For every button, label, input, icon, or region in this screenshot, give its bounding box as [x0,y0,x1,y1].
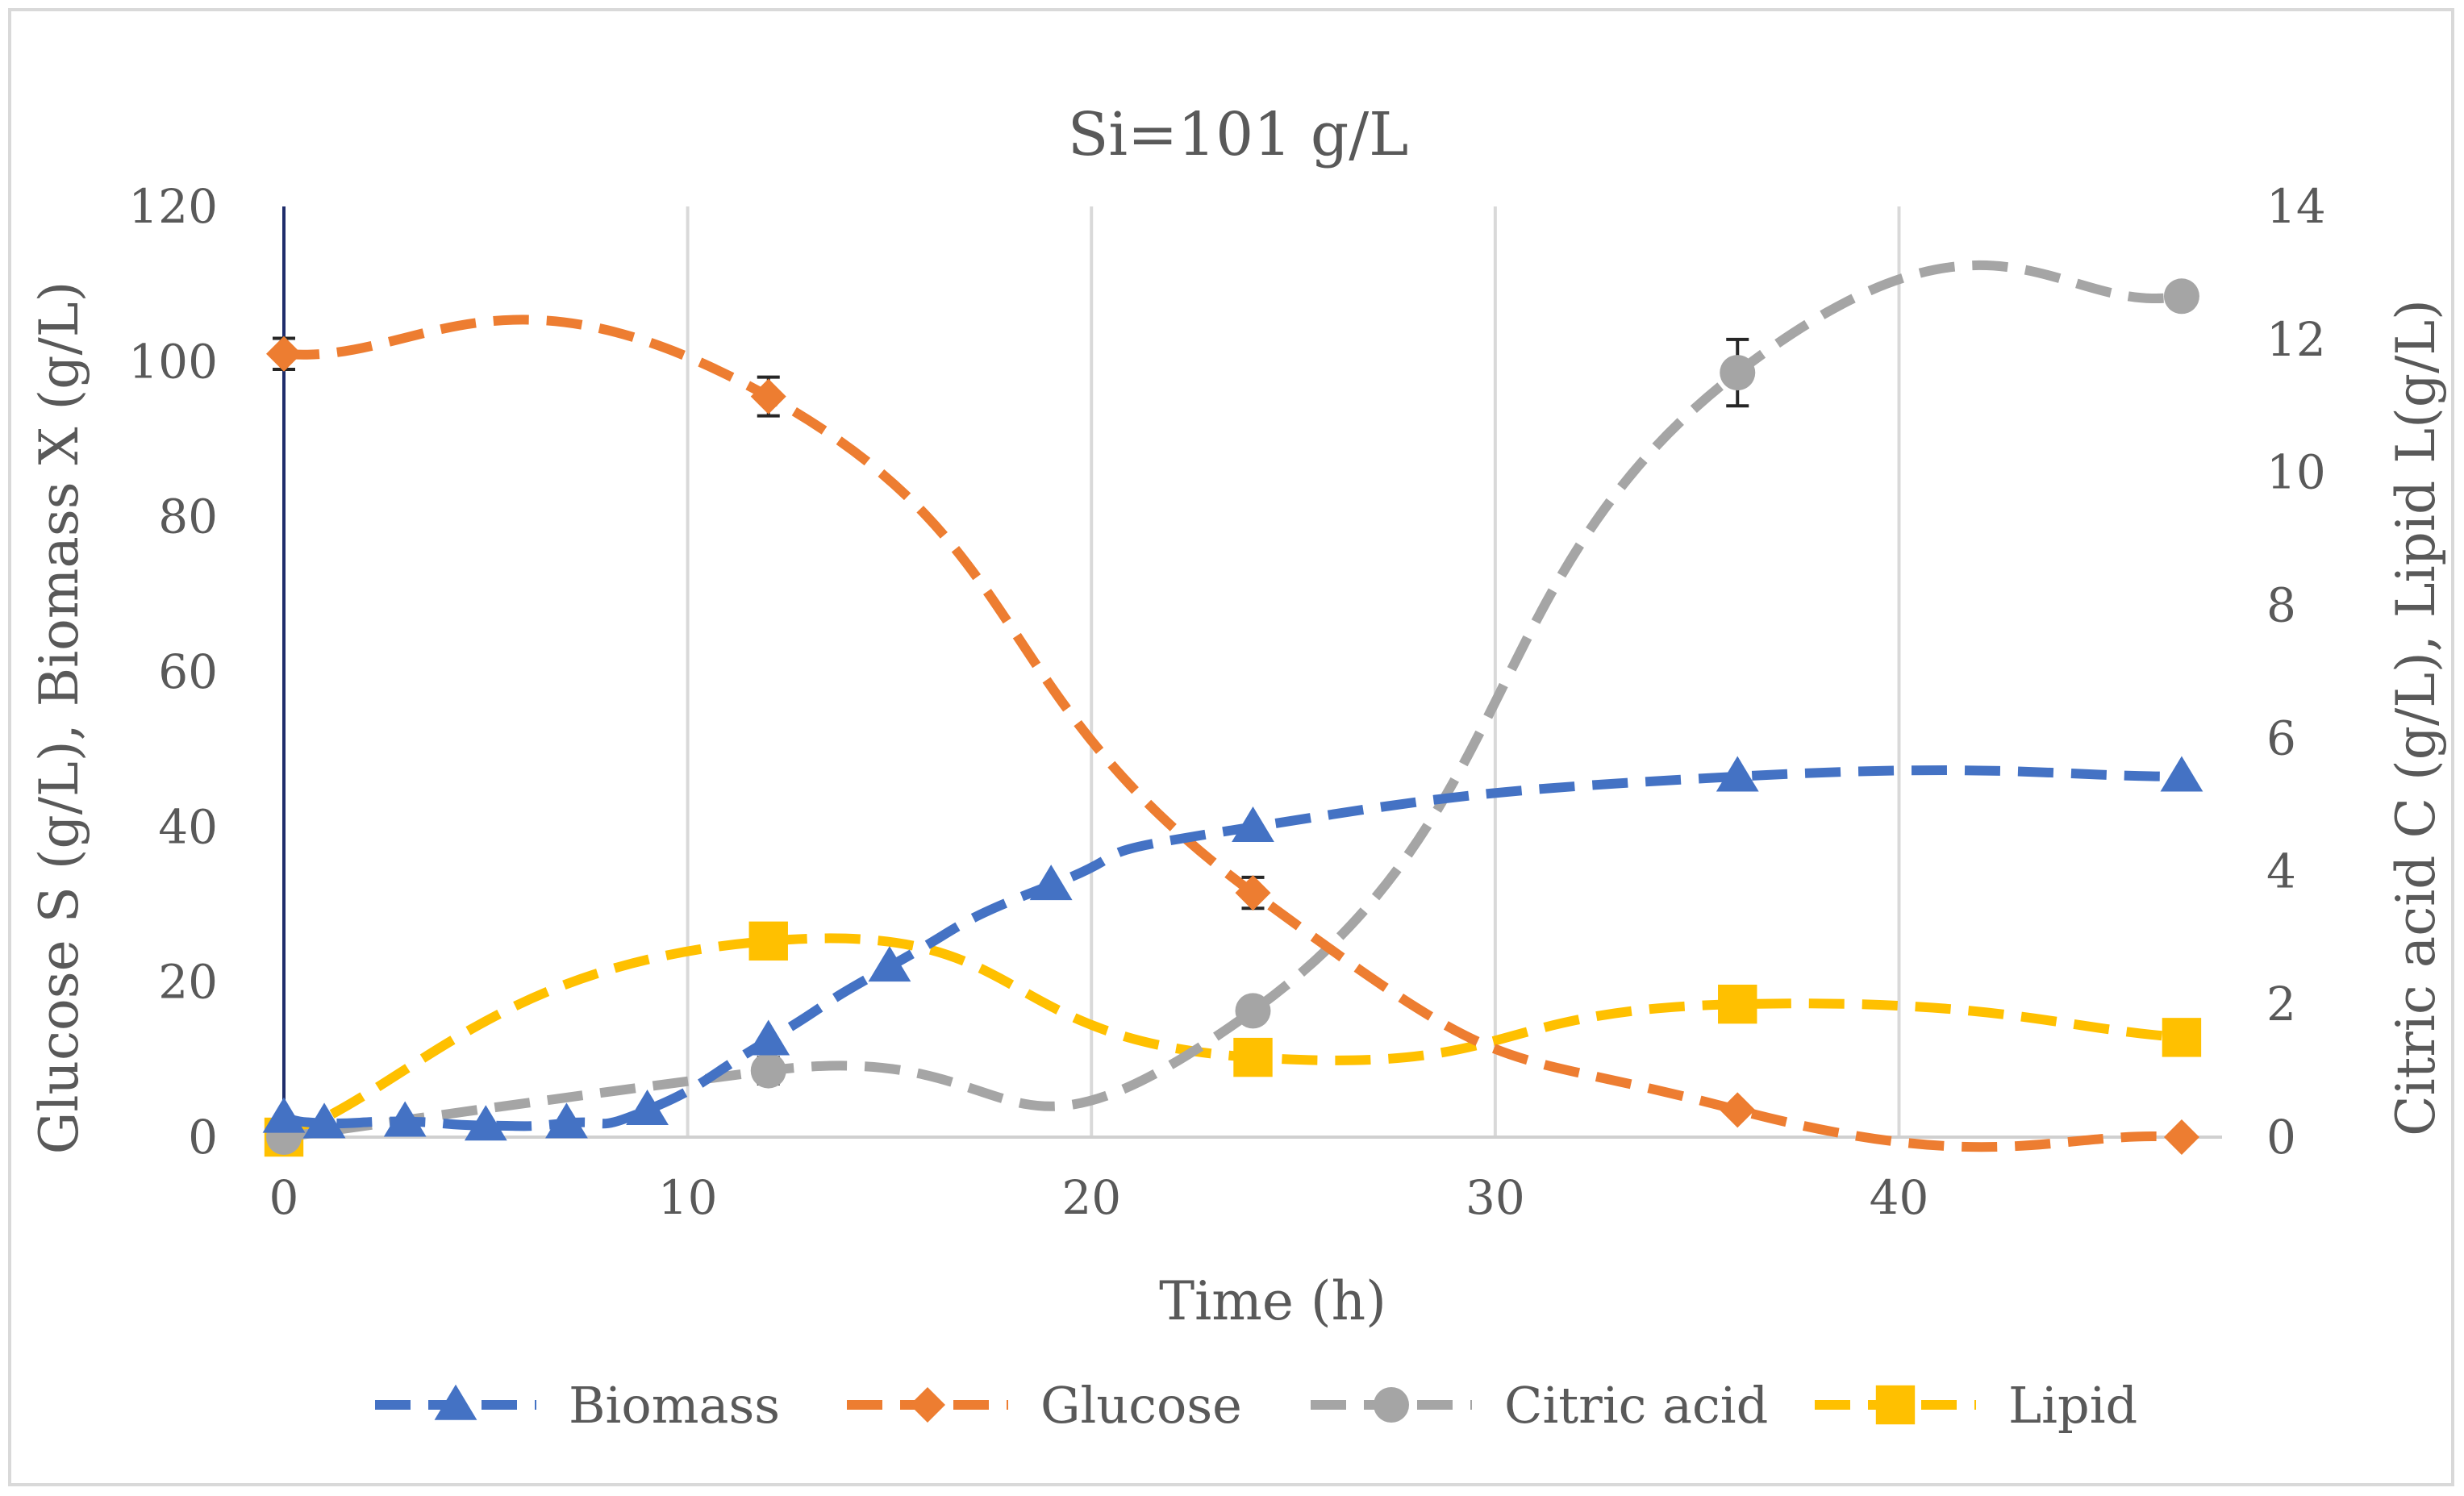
legend-label-lipid: Lipid [2008,1376,2137,1435]
legend-item-biomass: Biomass [375,1376,780,1435]
tick-labels: 0 10 20 30 40 0 20 40 60 80 100 120 0 2 4 6 8 10 12 14 [128,179,2326,1225]
biomass-point [302,1102,346,1139]
series-citric-acid [266,260,2199,1155]
lipid-point [1718,984,1757,1024]
legend-item-citric-acid: Citric acid [1311,1376,1768,1435]
legend-label-glucose: Glucose [1040,1376,1242,1435]
citric-acid-point [750,1052,786,1089]
biomass-point [1716,756,1759,792]
biomass-line [283,765,2182,1131]
legend-label-citric-acid: Citric acid [1504,1376,1768,1435]
y-tick-label: 0 [188,1110,218,1165]
gridlines [686,206,1901,1137]
legend: Biomass Glucose Citric acid Lipid [375,1376,2137,1435]
x-tick-label: 40 [1870,1170,1929,1225]
y2-tick-label: 6 [2266,710,2296,765]
glucose-point [750,378,786,415]
citric-acid-point [2163,278,2199,315]
biomass-point [383,1101,427,1137]
y2-tick-label: 8 [2266,578,2296,633]
legend-item-glucose: Glucose [847,1376,1242,1435]
glucose-point [1235,875,1271,911]
lipid-point [748,921,788,961]
chart-title: Si=101 g/L [1068,100,1409,169]
y-tick-label: 40 [158,799,218,854]
legend-marker-glucose [910,1387,945,1423]
x-tick-label: 30 [1465,1170,1525,1225]
y2-tick-label: 0 [2266,1110,2296,1165]
legend-marker-lipid [1875,1385,1916,1425]
citric-acid-line [283,260,2183,1142]
biomass-point [464,1105,507,1141]
glucose-point [266,335,302,372]
biomass-point [545,1102,588,1139]
biomass-point [626,1090,669,1126]
x-tick-label: 20 [1061,1170,1121,1225]
chart-frame [8,8,2454,1486]
lipid-point [1233,1037,1273,1077]
glucose-line [283,315,2183,1152]
glucose-point [1720,1092,1756,1128]
series-biomass [262,756,2203,1141]
glucose-point [2163,1119,2199,1155]
y-tick-label: 80 [158,490,218,544]
lipid-line [281,933,2183,1142]
series-glucose [266,315,2199,1155]
biomass-point [747,1019,790,1056]
citric-acid-point [1720,355,1756,391]
legend-marker-citric-acid [1374,1387,1409,1423]
y2-tick-label: 14 [2266,179,2326,234]
x-axis-title: Time (h) [1159,1270,1386,1332]
y-tick-label: 60 [158,644,218,699]
biomass-point [2160,756,2203,792]
biomass-point [1029,865,1073,901]
y2-tick-label: 10 [2266,445,2326,500]
biomass-point [868,946,911,982]
y2-tick-label: 12 [2266,312,2326,367]
y-tick-label: 120 [128,179,218,234]
series-layer [262,260,2203,1157]
y-tick-label: 20 [158,955,218,1010]
y2-tick-label: 2 [2266,977,2296,1031]
legend-marker-biomass [434,1384,477,1420]
y-axis-title: Glucose S (g/L), Biomass X (g/L) [28,281,90,1155]
legend-item-lipid: Lipid [1815,1376,2137,1435]
x-tick-label: 0 [269,1170,299,1225]
y2-tick-label: 4 [2266,844,2296,898]
lipid-point [2162,1018,2202,1057]
y-tick-label: 100 [128,334,218,389]
citric-acid-point [1235,993,1271,1029]
x-tick-label: 10 [658,1170,718,1225]
legend-label-biomass: Biomass [569,1376,780,1435]
y2-axis-title: Citric acid C (g/L), Lipid L(g/L) [2385,299,2447,1136]
biomass-point [1232,806,1274,843]
biomass-point [262,1097,306,1133]
